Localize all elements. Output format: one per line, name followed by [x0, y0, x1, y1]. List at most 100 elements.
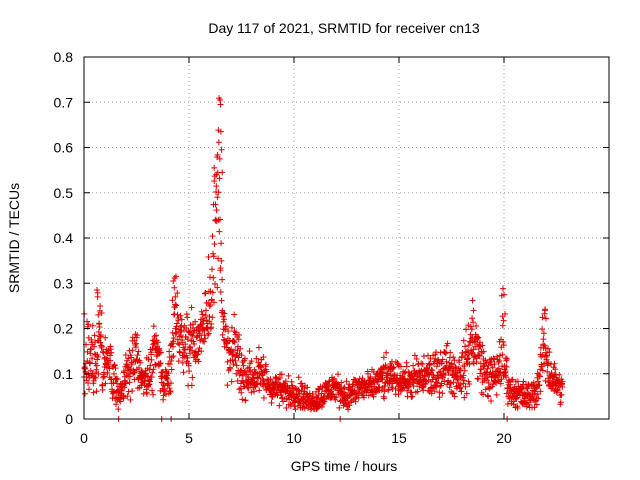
data-point	[495, 377, 502, 384]
data-point	[113, 401, 120, 408]
data-point	[127, 396, 134, 403]
data-point	[148, 349, 155, 356]
data-point	[437, 349, 444, 356]
data-point	[447, 349, 454, 356]
data-point	[414, 388, 421, 395]
data-point	[220, 313, 227, 320]
data-point	[215, 189, 222, 196]
data-point	[168, 366, 175, 373]
data-point	[193, 334, 200, 341]
data-point	[156, 350, 163, 357]
data-point	[89, 370, 96, 377]
data-point	[456, 367, 463, 374]
data-point	[173, 320, 180, 327]
data-point	[461, 394, 468, 401]
data-point	[221, 310, 228, 317]
data-point	[495, 365, 502, 372]
data-point	[178, 316, 185, 323]
data-point	[115, 406, 122, 413]
data-point	[499, 285, 506, 292]
data-point	[487, 358, 494, 365]
data-point	[410, 362, 417, 369]
data-point	[129, 347, 136, 354]
data-point	[497, 380, 504, 387]
data-point	[217, 265, 224, 272]
data-point	[298, 380, 305, 387]
data-point	[533, 385, 540, 392]
data-point	[282, 378, 289, 385]
data-point	[463, 390, 470, 397]
data-point	[127, 370, 134, 377]
data-point	[539, 367, 546, 374]
data-point	[150, 323, 157, 330]
data-point	[202, 290, 209, 297]
data-point	[96, 320, 103, 327]
data-point	[215, 255, 222, 262]
data-point	[155, 339, 162, 346]
data-point	[482, 357, 489, 364]
data-point	[381, 383, 388, 390]
data-point	[494, 353, 501, 360]
data-point	[164, 375, 171, 382]
data-point	[232, 357, 239, 364]
data-point	[450, 390, 457, 397]
data-point	[120, 395, 127, 402]
data-point	[475, 334, 482, 341]
data-point	[432, 376, 439, 383]
data-point	[106, 365, 113, 372]
data-point	[216, 228, 223, 235]
data-point	[389, 380, 396, 387]
data-point	[210, 253, 217, 260]
data-point	[514, 378, 521, 385]
data-point	[183, 311, 190, 318]
data-point	[257, 364, 264, 371]
data-point	[121, 384, 128, 391]
data-point	[433, 349, 440, 356]
data-point	[307, 406, 314, 413]
data-point	[110, 370, 117, 377]
data-point	[242, 355, 249, 362]
data-point	[211, 178, 218, 185]
data-point	[260, 377, 267, 384]
data-point	[100, 349, 107, 356]
data-point	[502, 311, 509, 318]
data-point	[82, 390, 89, 397]
data-point	[474, 375, 481, 382]
data-point	[398, 363, 405, 370]
data-point	[461, 377, 468, 384]
data-point	[450, 354, 457, 361]
data-point	[333, 394, 340, 401]
data-point	[467, 331, 474, 338]
data-point	[93, 388, 100, 395]
axis-ticks	[83, 56, 609, 420]
data-point	[172, 301, 179, 308]
data-point	[268, 399, 275, 406]
data-point	[85, 379, 92, 386]
x-tick-label: 15	[391, 430, 407, 446]
data-point	[454, 375, 461, 382]
data-point	[278, 371, 285, 378]
x-axis-label: GPS time / hours	[291, 458, 398, 474]
data-point	[217, 128, 224, 135]
data-point	[485, 393, 492, 400]
data-point	[137, 359, 144, 366]
data-point	[457, 367, 464, 374]
data-point	[351, 387, 358, 394]
data-point	[295, 388, 302, 395]
data-point	[176, 341, 183, 348]
data-point	[234, 347, 241, 354]
data-point	[394, 360, 401, 367]
data-point	[133, 340, 140, 347]
data-point	[553, 389, 560, 396]
data-point	[213, 207, 220, 214]
data-point	[534, 391, 541, 398]
data-point	[95, 353, 102, 360]
data-point	[187, 344, 194, 351]
data-point	[370, 393, 377, 400]
data-point	[209, 233, 216, 240]
data-point	[533, 401, 540, 408]
data-point	[135, 364, 142, 371]
data-point	[195, 358, 202, 365]
data-point	[198, 321, 205, 328]
data-point	[200, 318, 207, 325]
